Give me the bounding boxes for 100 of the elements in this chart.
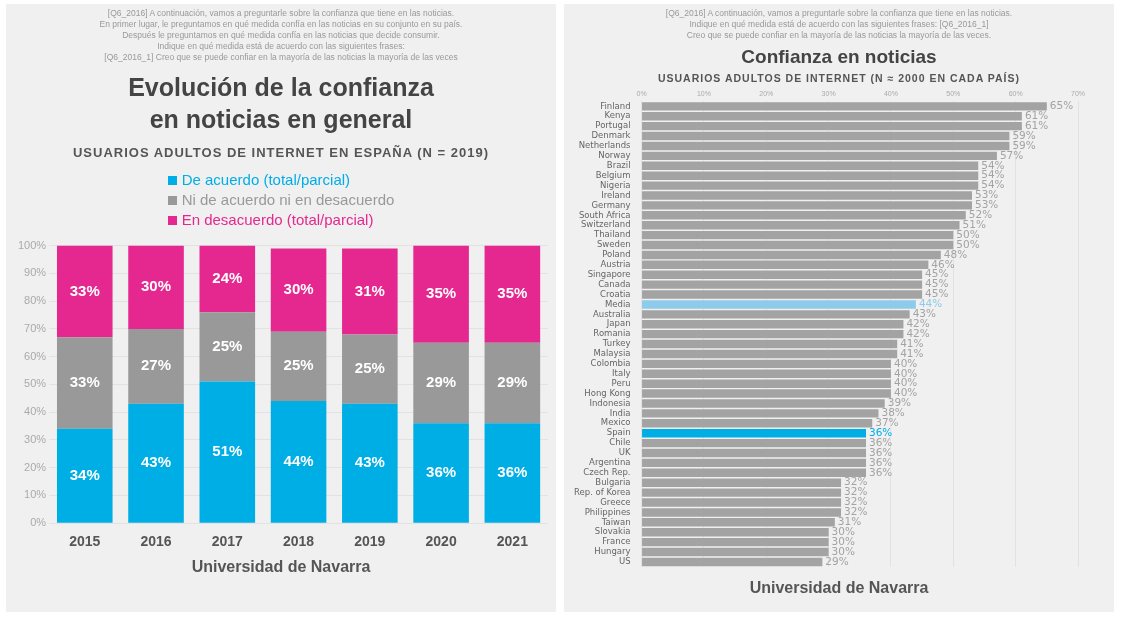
data-label: 43% <box>354 453 385 471</box>
data-label: 36% <box>868 435 892 448</box>
x-tick-label: 2016 <box>139 533 172 550</box>
bar <box>641 557 822 567</box>
y-tick-label: Thailand <box>592 229 631 240</box>
data-label: 33% <box>69 373 100 391</box>
y-tick-label: Portugal <box>594 120 631 131</box>
data-label: 40% <box>893 356 917 369</box>
data-label: 46% <box>930 257 955 270</box>
y-tick-label: Slovakia <box>594 526 631 537</box>
y-tick-label: Romania <box>592 328 631 339</box>
bar <box>56 337 113 429</box>
data-label: 27% <box>140 356 171 374</box>
text: Universidad de Navarra <box>749 579 929 597</box>
x-tick-label: 2015 <box>68 533 101 550</box>
y-tick-label: UK <box>618 447 631 458</box>
data-label: 38% <box>880 406 905 419</box>
data-label: 29% <box>824 554 849 567</box>
data-label: 32% <box>843 495 867 508</box>
bar <box>412 423 469 523</box>
text: [Q6_2016_1] Creo que se puede confiar en la mayoría de las noticias la mayoría de las veces <box>103 52 459 63</box>
data-label: 25% <box>283 356 314 374</box>
x-tick-label: 2018 <box>282 533 314 550</box>
bar <box>641 300 916 309</box>
y-tick-label: France <box>601 536 631 547</box>
bar <box>641 131 1009 141</box>
data-label: 41% <box>899 346 924 359</box>
bar <box>127 328 184 404</box>
data-label: 40% <box>893 376 917 389</box>
bar <box>127 403 184 523</box>
data-label: 36% <box>868 445 892 458</box>
legend-label: Ni de acuerdo ni en desacuerdo <box>180 190 395 210</box>
y-tick-label: Poland <box>601 249 631 260</box>
data-label: 34% <box>69 465 100 483</box>
data-label: 32% <box>843 475 867 488</box>
data-label: 57% <box>999 148 1023 161</box>
bar <box>341 403 398 523</box>
data-label: 33% <box>69 281 100 299</box>
bar <box>199 312 255 382</box>
bar <box>641 151 997 161</box>
y-tick-label: Taiwan <box>600 516 631 527</box>
bar <box>270 248 326 332</box>
data-label: 50% <box>955 227 980 240</box>
data-label: 54% <box>980 158 1005 171</box>
y-tick-label: Colombia <box>590 358 631 369</box>
y-tick-label: Greece <box>599 496 631 507</box>
bar <box>641 230 953 240</box>
y-tick-label: Brazil <box>606 159 631 170</box>
bar <box>199 381 255 523</box>
data-label: 36% <box>868 455 892 468</box>
bar <box>127 245 184 329</box>
data-label: 40% <box>893 366 917 379</box>
y-tick-label: 70% <box>23 321 46 334</box>
bar <box>270 331 326 402</box>
y-tick-label: India <box>609 407 631 418</box>
data-label: 53% <box>974 198 998 211</box>
y-tick-label: 10% <box>23 488 46 501</box>
y-tick-label: Bulgaria <box>594 476 631 487</box>
y-tick-label: Argentina <box>588 457 631 468</box>
bar <box>641 537 829 547</box>
data-label: 40% <box>893 386 917 399</box>
data-label: 43% <box>140 453 171 471</box>
bar <box>641 448 866 458</box>
y-tick-label: 30% <box>23 432 46 445</box>
bar <box>641 250 941 260</box>
chart-subtitle: USUARIOS ADULTOS DE INTERNET EN ESPAÑA (N = 2019) <box>72 145 490 160</box>
y-tick-label: 100% <box>17 238 46 251</box>
y-tick-label: Nigeria <box>599 179 631 190</box>
bar <box>341 334 398 404</box>
y-tick-label: 40% <box>23 405 46 418</box>
data-label: 41% <box>899 336 924 349</box>
text: En primer lugar, le preguntamos en qué medida confía en las noticias en su conjunto en su país. <box>99 19 463 30</box>
y-tick-label: Canada <box>597 278 631 289</box>
bar <box>641 458 866 468</box>
bar <box>412 245 469 343</box>
bar <box>641 339 897 349</box>
y-tick-label: 60% <box>23 349 46 362</box>
y-tick-label: Turkey <box>601 338 631 349</box>
data-label: 31% <box>354 281 385 299</box>
y-tick-label: Finland <box>599 100 631 111</box>
data-label: 51% <box>211 442 242 460</box>
x-tick-label: 2019 <box>353 533 386 550</box>
y-tick-label: 80% <box>23 294 46 307</box>
text: [Q6_2016] A continuación, vamos a preguntarle sobre la confianza que tiene en las noticias. <box>106 8 456 19</box>
y-tick-label: South Africa <box>578 209 631 220</box>
data-label: 29% <box>496 373 527 391</box>
legend-label: De acuerdo (total/parcial) <box>180 170 352 190</box>
data-label: 25% <box>354 359 385 377</box>
bar <box>641 240 953 250</box>
y-tick-label: Malaysia <box>592 348 631 359</box>
data-label: 36% <box>496 463 527 481</box>
y-tick-label: Singapore <box>587 268 631 279</box>
text: Creo que se puede confiar en la mayoría de las noticias la mayoría de las veces. <box>685 30 993 41</box>
bar <box>412 342 469 424</box>
bar <box>641 329 903 339</box>
y-tick-label: Rep. of Korea <box>573 486 631 497</box>
y-tick-label: Norway <box>597 150 631 161</box>
data-label: 30% <box>140 277 171 295</box>
data-label: 44% <box>283 452 314 470</box>
data-label: 54% <box>980 178 1005 191</box>
